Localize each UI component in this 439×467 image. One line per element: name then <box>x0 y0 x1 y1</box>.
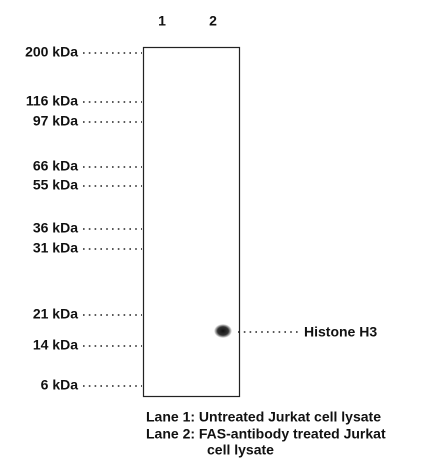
protein-band <box>214 324 232 338</box>
blot-figure: 1 2 Histone H3 200 kDa 116 kDa 97 kDa 66 kD… <box>0 0 439 467</box>
marker-label: 21 kDa <box>33 306 78 322</box>
marker-label: 36 kDa <box>33 220 78 236</box>
marker-group: 200 kDa 116 kDa 97 kDa 66 kDa 55 kDa 36 kDa 31… <box>25 44 142 393</box>
marker-label: 14 kDa <box>33 337 78 353</box>
marker-label: 6 kDa <box>41 377 79 393</box>
marker-label: 55 kDa <box>33 177 78 193</box>
legend-line: Lane 1: Untreated Jurkat cell lysate <box>146 409 381 425</box>
lane-label: 2 <box>209 13 217 29</box>
blot-membrane <box>144 48 240 397</box>
marker-label: 66 kDa <box>33 158 78 174</box>
marker-label: 31 kDa <box>33 240 78 256</box>
lane-label: 1 <box>158 13 166 29</box>
band-label: Histone H3 <box>304 324 377 340</box>
legend-line: cell lysate <box>207 442 274 458</box>
marker-label: 97 kDa <box>33 113 78 129</box>
marker-label: 116 kDa <box>26 93 78 109</box>
marker-label: 200 kDa <box>25 44 78 60</box>
legend-line: Lane 2: FAS-antibody treated Jurkat <box>146 426 386 442</box>
